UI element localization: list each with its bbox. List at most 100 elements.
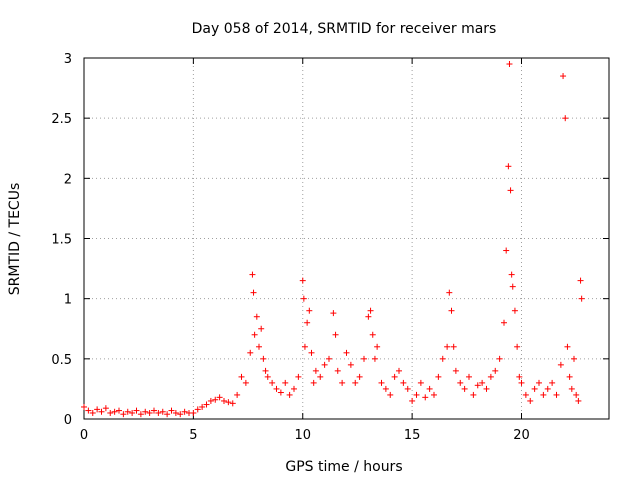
data-point	[194, 406, 201, 413]
data-point	[361, 355, 367, 362]
data-point	[129, 409, 136, 416]
data-point	[422, 394, 429, 401]
data-point	[229, 400, 236, 407]
data-point	[300, 295, 307, 302]
x-tick-label: 15	[404, 428, 421, 443]
data-point	[518, 379, 525, 386]
data-point	[508, 271, 515, 278]
data-point	[531, 385, 538, 392]
data-point	[253, 313, 260, 320]
data-point	[426, 385, 433, 392]
data-point	[262, 367, 269, 374]
data-point	[404, 385, 411, 392]
data-point	[273, 385, 280, 392]
data-point	[304, 319, 311, 326]
data-point	[308, 349, 315, 356]
data-point	[501, 319, 507, 326]
data-point	[247, 349, 254, 356]
data-point	[234, 391, 241, 398]
data-point	[159, 408, 166, 415]
data-point	[382, 385, 389, 392]
data-point	[566, 373, 573, 380]
data-point	[94, 406, 101, 413]
data-point	[466, 373, 472, 380]
data-point	[85, 407, 92, 414]
data-point	[260, 355, 267, 362]
data-point	[371, 355, 378, 362]
data-point	[536, 379, 542, 386]
data-point	[457, 379, 464, 386]
data-point	[137, 411, 144, 418]
data-point	[312, 367, 319, 374]
y-axis-label: SRMTID / TECUs	[7, 183, 23, 296]
data-point	[571, 355, 577, 362]
data-point	[514, 343, 521, 350]
data-point	[549, 379, 556, 386]
data-point	[483, 385, 490, 392]
data-point	[116, 407, 122, 414]
data-point	[479, 379, 486, 386]
data-point	[151, 407, 157, 414]
data-point	[396, 367, 402, 374]
data-point	[142, 408, 149, 415]
data-point	[568, 385, 575, 392]
data-point	[334, 367, 341, 374]
data-point	[258, 325, 265, 332]
data-point	[356, 373, 363, 380]
data-point	[507, 187, 514, 194]
data-point	[301, 343, 308, 350]
data-point	[310, 379, 317, 386]
data-point	[343, 349, 350, 356]
data-point	[124, 408, 131, 415]
data-point	[339, 379, 346, 386]
data-point	[374, 343, 381, 350]
data-point	[317, 373, 324, 380]
data-point	[330, 310, 337, 317]
data-point	[250, 289, 257, 296]
data-point	[286, 391, 293, 398]
grid	[84, 58, 609, 419]
data-point	[444, 343, 451, 350]
data-point	[352, 379, 359, 386]
data-point	[168, 407, 175, 414]
data-point	[435, 373, 442, 380]
data-point	[207, 397, 214, 404]
data-point	[505, 163, 512, 170]
data-point	[89, 409, 96, 416]
data-point	[177, 411, 184, 418]
data-point	[249, 271, 256, 278]
data-point	[448, 307, 455, 314]
data-point	[365, 313, 372, 320]
data-point	[509, 283, 516, 290]
data-point	[277, 389, 284, 396]
chart-title: Day 058 of 2014, SRMTID for receiver mar…	[192, 21, 497, 37]
data-point	[503, 247, 510, 254]
data-point	[511, 307, 518, 314]
data-point	[487, 373, 494, 380]
data-point	[409, 397, 416, 404]
axis-ticks: 0 5 10 15 20 0 0.5 1 1.5 2 2.5 3	[51, 52, 609, 443]
data-point	[387, 391, 394, 398]
data-point	[332, 331, 339, 338]
data-point	[564, 343, 571, 350]
data-point	[461, 385, 468, 392]
data-point	[577, 277, 584, 284]
data-point	[506, 61, 513, 68]
y-tick-label: 2.5	[51, 112, 72, 127]
data-point	[181, 408, 188, 415]
data-point	[111, 408, 118, 415]
data-point	[107, 409, 114, 416]
data-point	[269, 379, 276, 386]
data-point	[544, 385, 551, 392]
data-point	[199, 403, 206, 410]
y-tick-label: 3	[64, 52, 72, 67]
data-point	[216, 394, 223, 401]
x-tick-label: 0	[80, 428, 88, 443]
data-point	[474, 382, 481, 389]
data-point	[306, 307, 313, 314]
data-point	[575, 397, 582, 404]
data-point	[81, 403, 87, 410]
data-point	[516, 373, 523, 380]
y-tick-label: 1.5	[51, 233, 72, 248]
